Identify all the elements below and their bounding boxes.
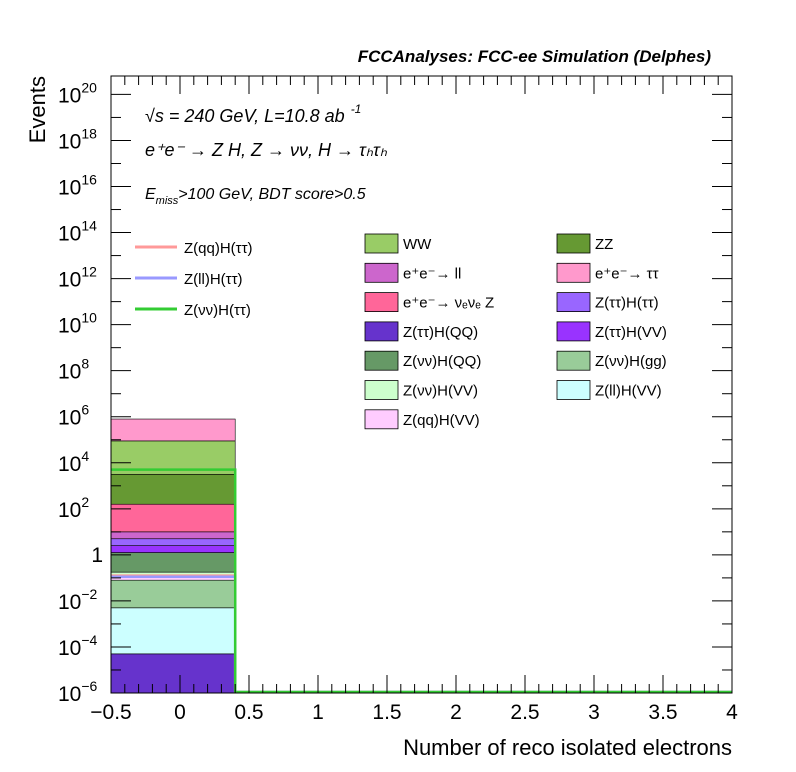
legend-swatch-5 — [556, 292, 591, 313]
stack-bar-6 — [110, 545, 236, 553]
x-tick-label: 1 — [312, 701, 324, 724]
legend-label-z-ll-h: Z(ll)H(ττ) — [184, 271, 243, 288]
legend-label-z-h: Z(νν)H(ττ) — [184, 302, 251, 319]
stack-bar-8 — [110, 531, 236, 540]
y-tick-label: 1018 — [58, 125, 97, 153]
plot-area — [110, 75, 733, 694]
y-tick-label: 106 — [58, 402, 89, 430]
legend-swatch-4 — [364, 292, 399, 313]
stack-bar-1 — [110, 607, 236, 655]
legend-swatch-11 — [556, 380, 591, 400]
x-tick-label: 1.5 — [372, 701, 401, 724]
legend-label-1: ZZ — [595, 236, 613, 253]
stack-bar-7 — [110, 538, 236, 546]
annotation-cuts: Emiss>100 GeV, BDT score>0.5 — [145, 186, 366, 207]
legend-swatch-3 — [556, 262, 591, 283]
y-tick-label: 1020 — [58, 79, 97, 107]
legend-label-5: Z(ττ)H(ττ) — [595, 295, 659, 312]
legend-swatch-9 — [556, 350, 591, 371]
x-tick-label: 0.5 — [234, 701, 263, 724]
stack-bar-2 — [110, 579, 236, 609]
legend-label-10: Z(νν)H(VV) — [403, 383, 478, 400]
legend-backgrounds: WW ZZ e⁺e⁻→ ll e⁺e⁻→ ττ e⁺e⁻→ νₑνₑ Z Z(ττ)H(τ… — [364, 233, 667, 430]
x-tick-labels: −0.5 0 0.5 1 1.5 2 2.5 3 3.5 4 — [90, 701, 738, 724]
legend-swatch-10 — [364, 380, 399, 400]
stack-layer — [110, 418, 236, 694]
legend-label-7: Z(ττ)H(VV) — [595, 324, 667, 341]
x-tick-label: 3.5 — [648, 701, 677, 724]
legend-label-8: Z(νν)H(QQ) — [403, 353, 481, 370]
annotation-energy-lumi: √s = 240 GeV, L=10.8 ab -1 — [145, 102, 361, 126]
legend-swatch-12 — [364, 409, 399, 430]
x-tick-label: 3 — [588, 701, 600, 724]
legend-swatch-7 — [556, 321, 591, 342]
stack-bar-5 — [110, 552, 236, 573]
y-tick-label: 1014 — [58, 218, 97, 246]
y-tick-label: 102 — [58, 494, 89, 522]
stack-bar-10 — [110, 473, 236, 505]
legend-label-11: Z(ll)H(VV) — [595, 383, 662, 400]
y-tick-label: 1010 — [58, 310, 97, 338]
x-tick-label: −0.5 — [90, 701, 131, 724]
legend-label-3: e⁺e⁻→ ττ — [595, 265, 659, 282]
annotations: √s = 240 GeV, L=10.8 ab -1 e⁺e⁻ → Z H, Z … — [145, 102, 388, 207]
legend-swatch-2 — [364, 262, 399, 283]
y-tick-label: 1016 — [58, 172, 97, 200]
stack-bar-12 — [110, 418, 236, 442]
x-tick-label: 2 — [450, 701, 462, 724]
tick-layer — [110, 76, 733, 694]
y-tick-label: 108 — [58, 356, 89, 384]
x-tick-label: 4 — [726, 701, 738, 724]
y-axis-title: Events — [25, 76, 50, 143]
x-tick-label: 2.5 — [510, 701, 539, 724]
y-tick-label: 10−4 — [58, 632, 98, 660]
y-tick-label: 104 — [58, 448, 89, 476]
annotation-process: e⁺e⁻ → Z H, Z → νν, H → τₕτₕ — [145, 140, 388, 160]
legend-swatch-0 — [364, 233, 399, 254]
y-tick-label: 10−6 — [58, 678, 98, 706]
legend-signals: Z(qq)H(ττ) Z(ll)H(ττ) Z(νν)H(ττ) — [135, 240, 253, 319]
y-tick-label: 1 — [91, 544, 103, 567]
legend-swatch-6 — [364, 321, 399, 342]
y-tick-label: 10−2 — [58, 586, 98, 614]
legend-label-12: Z(qq)H(VV) — [403, 412, 480, 429]
plot-frame — [110, 75, 733, 694]
y-tick-label: 1012 — [58, 264, 97, 292]
stack-bar-9 — [110, 503, 236, 533]
legend-label-9: Z(νν)H(gg) — [595, 353, 667, 370]
legend-label-4: e⁺e⁻→ νₑνₑ Z — [403, 295, 494, 312]
legend-swatch-1 — [556, 233, 591, 254]
x-tick-label: 0 — [174, 701, 186, 724]
x-axis-title: Number of reco isolated electrons — [403, 735, 732, 760]
legend-swatch-8 — [364, 350, 399, 371]
chart-header: FCCAnalyses: FCC-ee Simulation (Delphes) — [358, 47, 712, 66]
stack-bar-0 — [110, 653, 236, 694]
legend-label-0: WW — [403, 236, 432, 253]
legend-label-6: Z(ττ)H(QQ) — [403, 324, 478, 341]
legend-label-2: e⁺e⁻→ ll — [403, 265, 461, 282]
legend-label-z-qq-h: Z(qq)H(ττ) — [184, 240, 253, 257]
